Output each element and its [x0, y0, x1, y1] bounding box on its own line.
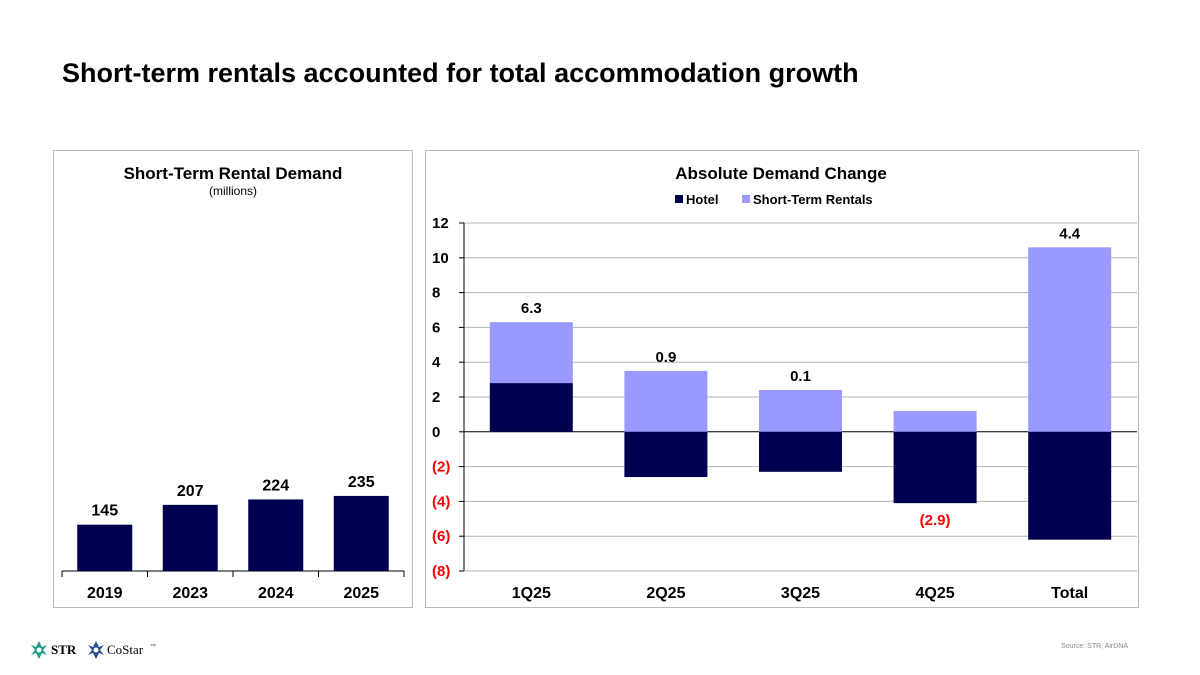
bar-str-3Q25: [759, 390, 842, 432]
y-tick-label: (4): [432, 493, 450, 510]
costar-trademark: ™: [150, 643, 156, 650]
costar-logo-icon: [88, 641, 104, 659]
data-label: 145: [91, 503, 118, 520]
bar-hotel-4Q25: [893, 431, 977, 504]
y-tick-label: 8: [432, 285, 440, 302]
bar-str-2Q25: [624, 370, 708, 432]
y-tick-label: 2: [432, 389, 440, 406]
absolute-demand-change-chart: Absolute Demand Change Hotel Short-Term Re…: [425, 150, 1139, 608]
chart-subtitle: (millions): [209, 184, 257, 198]
bar-2019: [77, 524, 133, 571]
legend-label-hotel: Hotel: [686, 192, 719, 207]
y-tick-label: (6): [432, 528, 450, 545]
x-tick-label: 3Q25: [781, 585, 820, 602]
chart-title: Absolute Demand Change: [675, 164, 887, 183]
x-tick-label: Total: [1051, 585, 1088, 602]
x-tick-label: 4Q25: [916, 585, 955, 602]
y-tick-label: 6: [432, 319, 440, 336]
bar-str-1Q25: [489, 322, 573, 384]
legend-label-str: Short-Term Rentals: [753, 192, 873, 207]
costar-logo-text: CoStar: [107, 642, 144, 657]
chart-title: Short-Term Rental Demand: [124, 164, 343, 183]
bar-hotel-3Q25: [759, 431, 842, 472]
footer-logos: STR CoStar ™: [30, 639, 180, 661]
bar-str-4Q25: [893, 410, 977, 432]
str-logo-text: STR: [51, 642, 77, 657]
data-label: 235: [348, 474, 375, 491]
total-label: 0.1: [790, 368, 811, 385]
x-tick-label: 2Q25: [646, 585, 685, 602]
bar-2023: [162, 504, 218, 571]
y-tick-label: 4: [432, 354, 441, 371]
x-tick-label: 2025: [343, 585, 379, 602]
source-note: Source: STR, AirDNA: [1061, 643, 1128, 650]
y-tick-label: 0: [432, 424, 440, 441]
y-tick-label: (8): [432, 563, 450, 580]
data-label: 224: [262, 477, 289, 494]
total-label: 4.4: [1059, 225, 1081, 242]
x-tick-label: 2019: [87, 585, 123, 602]
bar-hotel-2Q25: [624, 431, 708, 478]
data-label: 207: [177, 483, 204, 500]
total-label: 0.9: [655, 349, 676, 366]
y-tick-label: (2): [432, 459, 450, 476]
bar-str-Total: [1028, 247, 1112, 432]
total-label: 6.3: [521, 300, 542, 317]
x-tick-label: 2024: [258, 585, 294, 602]
bar-2025: [333, 495, 389, 571]
total-label: (2.9): [920, 512, 951, 529]
short-term-rental-demand-chart: Short-Term Rental Demand (millions) 145 201…: [53, 150, 413, 608]
x-tick-label: 1Q25: [512, 585, 551, 602]
bar-hotel-1Q25: [489, 383, 573, 432]
bar-2024: [248, 499, 304, 571]
legend-swatch-str: [742, 195, 750, 203]
str-logo-icon: [31, 641, 47, 659]
bar-hotel-Total: [1028, 431, 1112, 540]
y-tick-label: 10: [432, 250, 449, 267]
legend-swatch-hotel: [675, 195, 683, 203]
y-tick-label: 12: [432, 215, 449, 232]
page-title: Short-term rentals accounted for total a…: [62, 58, 859, 88]
x-tick-label: 2023: [172, 585, 208, 602]
